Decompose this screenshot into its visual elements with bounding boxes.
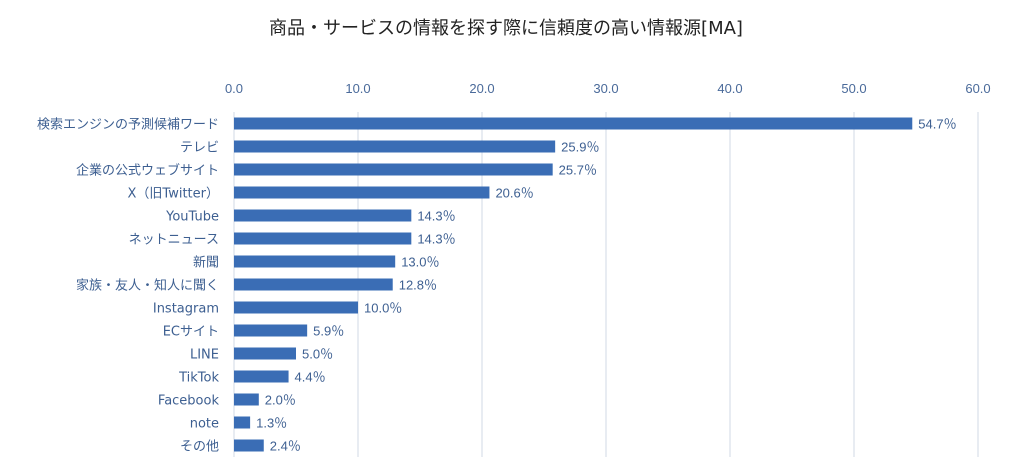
x-tick-label: 40.0 (717, 81, 742, 96)
x-tick-label: 30.0 (593, 81, 618, 96)
data-label: 14.3％ (417, 209, 455, 224)
data-label: 13.0％ (401, 255, 439, 270)
data-label: 54.7％ (918, 117, 956, 132)
category-label: YouTube (165, 210, 219, 225)
category-label: LINE (190, 348, 219, 363)
bar (234, 117, 913, 130)
x-tick-label: 60.0 (965, 81, 990, 96)
category-label: 家族・友人・知人に聞く (76, 278, 219, 294)
category-label: その他 (180, 440, 219, 455)
bar (234, 255, 396, 268)
bar (234, 439, 264, 452)
bar (234, 232, 412, 245)
x-tick-label: 20.0 (469, 81, 494, 96)
data-label: 5.9％ (313, 324, 344, 339)
chart-title: 商品・サービスの情報を探す際に信頼度の高い情報源[MA] (269, 18, 743, 39)
data-label: 10.0％ (364, 301, 402, 316)
data-label: 25.7％ (559, 163, 597, 178)
category-label: note (190, 417, 219, 432)
bar (234, 347, 296, 360)
bar (234, 278, 393, 291)
category-label: TikTok (178, 371, 219, 386)
data-label: 14.3％ (417, 232, 455, 247)
bar (234, 163, 553, 176)
category-label: 検索エンジンの予測候補ワード (37, 118, 219, 133)
category-label: テレビ (180, 141, 219, 156)
bar (234, 324, 308, 337)
category-label: Instagram (153, 302, 219, 317)
category-label: 企業の公式ウェブサイト (76, 163, 219, 179)
category-label: 新聞 (193, 255, 219, 271)
bar (234, 209, 412, 222)
data-label: 12.8％ (399, 278, 437, 293)
data-label: 2.4％ (270, 439, 301, 454)
bar (234, 393, 259, 406)
bar (234, 301, 358, 314)
bar (234, 416, 251, 429)
bar (234, 140, 556, 153)
category-label: ECサイト (163, 325, 219, 340)
data-label: 5.0％ (302, 347, 333, 362)
x-tick-label: 0.0 (225, 81, 243, 96)
x-axis-ticks: 0.0 10.0 20.0 30.0 40.0 50.0 60.0 (225, 81, 991, 96)
bar (234, 370, 289, 383)
data-label: 1.3％ (256, 416, 287, 431)
data-labels: 54.7％ 25.9％ 25.7％ 20.6％ 14.3％ 14.3％ 13.0％ 12.8％… (256, 117, 956, 454)
category-label: X（旧Twitter） (128, 187, 219, 202)
data-label: 2.0％ (265, 393, 296, 408)
data-label: 25.9％ (561, 140, 599, 155)
data-label: 4.4％ (295, 370, 326, 385)
x-tick-label: 10.0 (345, 81, 370, 96)
category-label: ネットニュース (129, 233, 219, 248)
data-label: 20.6％ (495, 186, 533, 201)
category-label: Facebook (158, 394, 220, 409)
bar (234, 186, 490, 199)
bars (234, 117, 913, 452)
x-tick-label: 50.0 (841, 81, 866, 96)
